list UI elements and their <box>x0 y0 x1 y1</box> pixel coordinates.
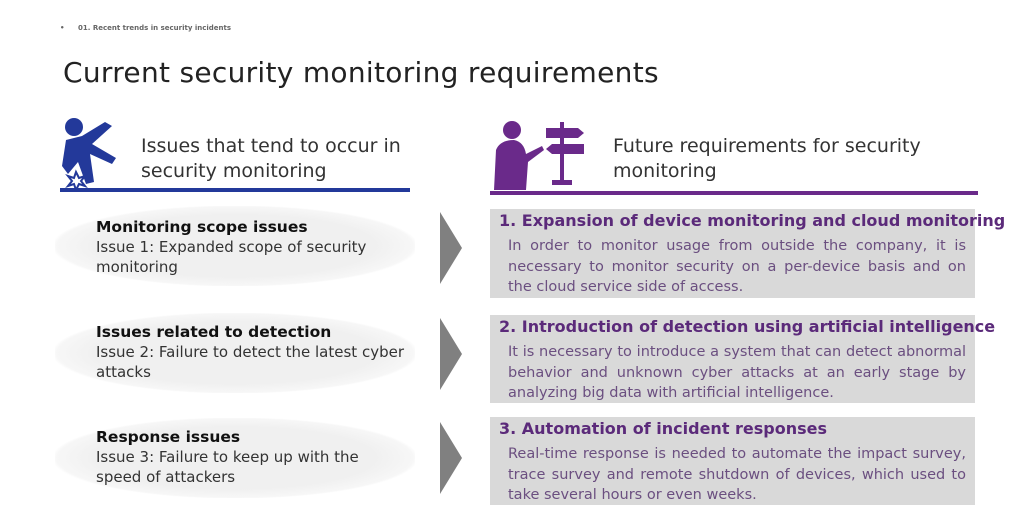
requirement-box: 1. Expansion of device monitoring and cl… <box>490 209 1005 298</box>
requirement-box: 3. Automation of incident responses Real… <box>490 417 975 505</box>
cloud-background <box>55 313 415 393</box>
issue-item: Monitoring scope issues Issue 1: Expande… <box>96 217 406 277</box>
requirement-description: Real-time response is needed to automate… <box>508 446 966 503</box>
requirement-title: 3. Automation of incident responses <box>499 419 828 438</box>
right-heading-underline <box>490 191 978 195</box>
falling-person-icon <box>62 118 116 188</box>
issue-description: Issue 1: Expanded scope of security moni… <box>96 238 367 276</box>
arrow-right-icon <box>440 318 462 390</box>
issue-item: Response issues Issue 3: Failure to keep… <box>96 427 406 487</box>
cloud-background <box>55 418 415 498</box>
breadcrumb-bullet: • <box>60 24 65 32</box>
issue-description: Issue 2: Failure to detect the latest cy… <box>96 343 404 381</box>
issue-item: Issues related to detection Issue 2: Fai… <box>96 322 406 382</box>
left-section-heading: Issues that tend to occur in security mo… <box>141 135 401 182</box>
requirement-box: 2. Introduction of detection using artif… <box>490 315 995 403</box>
issue-description: Issue 3: Failure to keep up with the spe… <box>96 448 359 486</box>
left-heading-underline <box>60 188 410 192</box>
arrow-right-icon <box>440 422 462 494</box>
requirement-description: In order to monitor usage from outside t… <box>508 238 966 295</box>
person-signpost-icon <box>494 121 584 190</box>
arrow-right-icon <box>440 212 462 284</box>
issue-title: Monitoring scope issues <box>96 218 308 236</box>
requirement-title: 1. Expansion of device monitoring and cl… <box>499 211 1006 230</box>
breadcrumb-text: 01. Recent trends in security incidents <box>78 24 232 32</box>
page-title: Current security monitoring requirements <box>63 56 659 89</box>
right-section-heading: Future requirements for security monitor… <box>613 135 921 182</box>
requirement-title: 2. Introduction of detection using artif… <box>499 317 996 336</box>
issue-title: Issues related to detection <box>96 323 332 341</box>
issue-title: Response issues <box>96 428 241 446</box>
cloud-background <box>55 206 415 286</box>
requirement-description: It is necessary to introduce a system th… <box>508 344 966 401</box>
